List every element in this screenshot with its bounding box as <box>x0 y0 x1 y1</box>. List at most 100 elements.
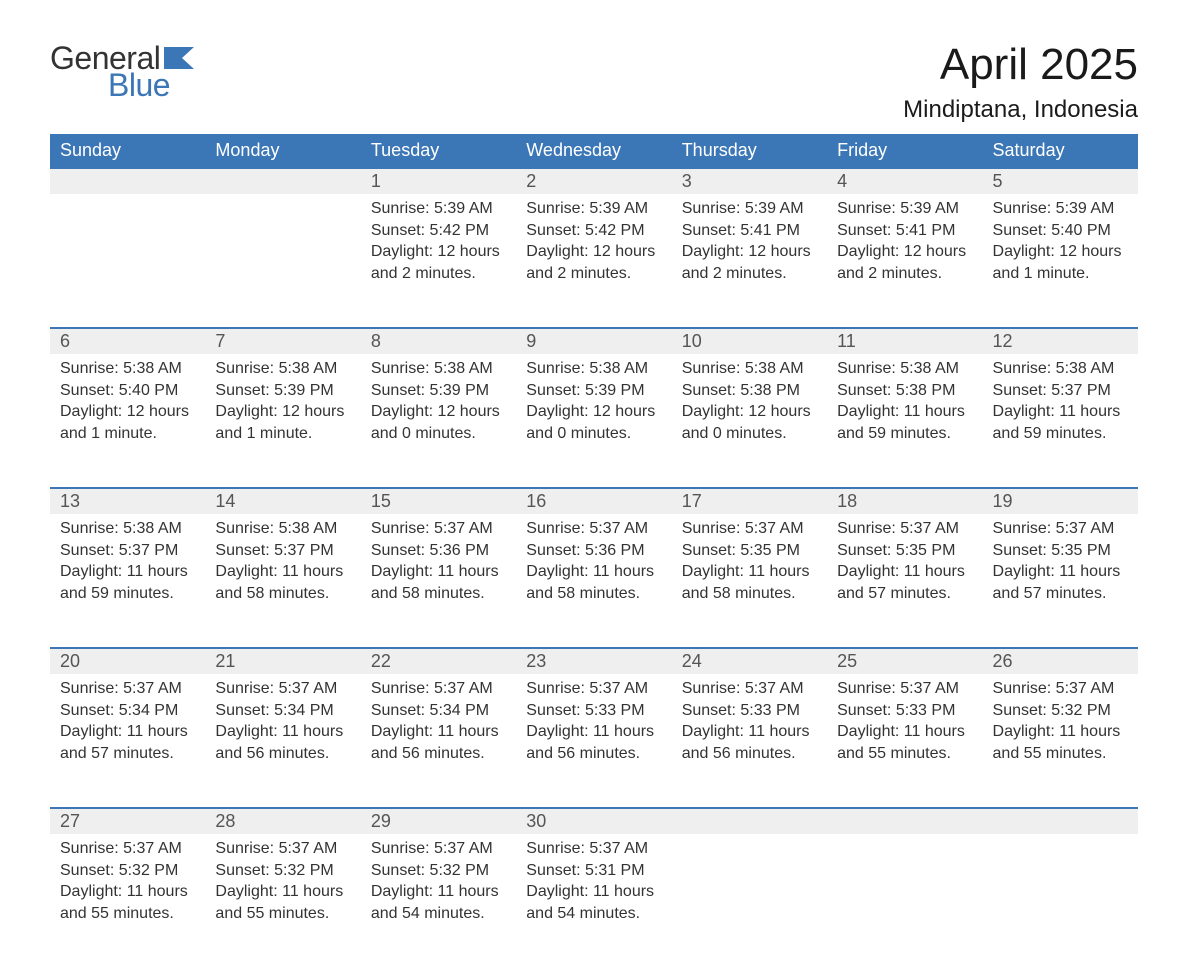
daylight-text: Daylight: 11 hours and 55 minutes. <box>837 721 972 764</box>
day-content-row: Sunrise: 5:37 AMSunset: 5:34 PMDaylight:… <box>50 674 1138 808</box>
day-content-cell: Sunrise: 5:39 AMSunset: 5:41 PMDaylight:… <box>672 194 827 328</box>
day-content-cell <box>205 194 360 328</box>
day-content-cell: Sunrise: 5:37 AMSunset: 5:34 PMDaylight:… <box>361 674 516 808</box>
sunrise-text: Sunrise: 5:38 AM <box>60 518 195 540</box>
sunrise-text: Sunrise: 5:37 AM <box>837 518 972 540</box>
sunrise-text: Sunrise: 5:38 AM <box>993 358 1128 380</box>
sunrise-text: Sunrise: 5:37 AM <box>837 678 972 700</box>
sunset-text: Sunset: 5:40 PM <box>60 380 195 402</box>
daylight-text: Daylight: 11 hours and 59 minutes. <box>60 561 195 604</box>
day-number-cell <box>205 168 360 194</box>
day-content-cell <box>672 834 827 968</box>
day-content-cell: Sunrise: 5:37 AMSunset: 5:32 PMDaylight:… <box>50 834 205 968</box>
day-content-cell: Sunrise: 5:39 AMSunset: 5:42 PMDaylight:… <box>516 194 671 328</box>
day-content-cell: Sunrise: 5:38 AMSunset: 5:39 PMDaylight:… <box>516 354 671 488</box>
day-number-cell: 13 <box>50 488 205 514</box>
day-number-cell: 16 <box>516 488 671 514</box>
day-content-cell: Sunrise: 5:39 AMSunset: 5:42 PMDaylight:… <box>361 194 516 328</box>
day-content-cell: Sunrise: 5:37 AMSunset: 5:32 PMDaylight:… <box>361 834 516 968</box>
sunrise-text: Sunrise: 5:39 AM <box>682 198 817 220</box>
sunrise-text: Sunrise: 5:37 AM <box>371 518 506 540</box>
day-number-cell: 19 <box>983 488 1138 514</box>
sunrise-text: Sunrise: 5:37 AM <box>215 678 350 700</box>
col-sunday: Sunday <box>50 134 205 168</box>
day-number-row: 12345 <box>50 168 1138 194</box>
day-content-cell <box>827 834 982 968</box>
sunrise-text: Sunrise: 5:38 AM <box>371 358 506 380</box>
day-number-cell: 25 <box>827 648 982 674</box>
day-content-cell: Sunrise: 5:37 AMSunset: 5:35 PMDaylight:… <box>983 514 1138 648</box>
day-number-row: 6789101112 <box>50 328 1138 354</box>
sunset-text: Sunset: 5:39 PM <box>526 380 661 402</box>
sunset-text: Sunset: 5:34 PM <box>371 700 506 722</box>
daylight-text: Daylight: 11 hours and 56 minutes. <box>371 721 506 764</box>
day-number-cell: 28 <box>205 808 360 834</box>
daylight-text: Daylight: 12 hours and 2 minutes. <box>371 241 506 284</box>
col-thursday: Thursday <box>672 134 827 168</box>
day-content-cell: Sunrise: 5:37 AMSunset: 5:32 PMDaylight:… <box>205 834 360 968</box>
day-number-cell: 12 <box>983 328 1138 354</box>
day-content-row: Sunrise: 5:38 AMSunset: 5:40 PMDaylight:… <box>50 354 1138 488</box>
day-number-cell: 7 <box>205 328 360 354</box>
day-number-cell: 17 <box>672 488 827 514</box>
calendar-table: Sunday Monday Tuesday Wednesday Thursday… <box>50 134 1138 968</box>
sunset-text: Sunset: 5:36 PM <box>526 540 661 562</box>
sunset-text: Sunset: 5:32 PM <box>60 860 195 882</box>
sunset-text: Sunset: 5:39 PM <box>371 380 506 402</box>
daylight-text: Daylight: 11 hours and 57 minutes. <box>993 561 1128 604</box>
day-content-cell: Sunrise: 5:38 AMSunset: 5:38 PMDaylight:… <box>672 354 827 488</box>
col-wednesday: Wednesday <box>516 134 671 168</box>
day-number-cell: 11 <box>827 328 982 354</box>
sunrise-text: Sunrise: 5:39 AM <box>993 198 1128 220</box>
sunrise-text: Sunrise: 5:37 AM <box>682 518 817 540</box>
day-number-cell: 9 <box>516 328 671 354</box>
day-number-row: 27282930 <box>50 808 1138 834</box>
day-content-cell: Sunrise: 5:37 AMSunset: 5:35 PMDaylight:… <box>827 514 982 648</box>
day-number-cell <box>50 168 205 194</box>
daylight-text: Daylight: 12 hours and 0 minutes. <box>682 401 817 444</box>
day-content-cell <box>50 194 205 328</box>
sunset-text: Sunset: 5:42 PM <box>371 220 506 242</box>
day-number-cell <box>827 808 982 834</box>
sunset-text: Sunset: 5:32 PM <box>371 860 506 882</box>
col-friday: Friday <box>827 134 982 168</box>
daylight-text: Daylight: 11 hours and 56 minutes. <box>526 721 661 764</box>
day-number-cell <box>983 808 1138 834</box>
sunrise-text: Sunrise: 5:38 AM <box>60 358 195 380</box>
day-content-cell <box>983 834 1138 968</box>
sunset-text: Sunset: 5:35 PM <box>837 540 972 562</box>
location: Mindiptana, Indonesia <box>903 96 1138 124</box>
sunrise-text: Sunrise: 5:37 AM <box>215 838 350 860</box>
day-content-cell: Sunrise: 5:37 AMSunset: 5:34 PMDaylight:… <box>205 674 360 808</box>
daylight-text: Daylight: 11 hours and 57 minutes. <box>837 561 972 604</box>
sunset-text: Sunset: 5:31 PM <box>526 860 661 882</box>
day-number-cell: 23 <box>516 648 671 674</box>
daylight-text: Daylight: 11 hours and 58 minutes. <box>682 561 817 604</box>
daylight-text: Daylight: 11 hours and 58 minutes. <box>371 561 506 604</box>
day-number-cell: 29 <box>361 808 516 834</box>
daylight-text: Daylight: 12 hours and 2 minutes. <box>682 241 817 284</box>
daylight-text: Daylight: 11 hours and 55 minutes. <box>993 721 1128 764</box>
day-content-cell: Sunrise: 5:37 AMSunset: 5:33 PMDaylight:… <box>516 674 671 808</box>
day-content-cell: Sunrise: 5:37 AMSunset: 5:31 PMDaylight:… <box>516 834 671 968</box>
sunset-text: Sunset: 5:34 PM <box>215 700 350 722</box>
sunset-text: Sunset: 5:35 PM <box>682 540 817 562</box>
sunrise-text: Sunrise: 5:39 AM <box>371 198 506 220</box>
sunset-text: Sunset: 5:41 PM <box>682 220 817 242</box>
month-title: April 2025 <box>903 40 1138 90</box>
sunset-text: Sunset: 5:42 PM <box>526 220 661 242</box>
sunrise-text: Sunrise: 5:37 AM <box>371 678 506 700</box>
day-content-cell: Sunrise: 5:39 AMSunset: 5:40 PMDaylight:… <box>983 194 1138 328</box>
day-content-cell: Sunrise: 5:38 AMSunset: 5:40 PMDaylight:… <box>50 354 205 488</box>
day-content-cell: Sunrise: 5:38 AMSunset: 5:37 PMDaylight:… <box>50 514 205 648</box>
sunrise-text: Sunrise: 5:37 AM <box>60 838 195 860</box>
sunset-text: Sunset: 5:37 PM <box>993 380 1128 402</box>
day-number-cell: 21 <box>205 648 360 674</box>
sunset-text: Sunset: 5:37 PM <box>215 540 350 562</box>
sunrise-text: Sunrise: 5:37 AM <box>526 678 661 700</box>
day-number-cell: 1 <box>361 168 516 194</box>
day-number-cell: 6 <box>50 328 205 354</box>
day-number-cell: 20 <box>50 648 205 674</box>
header: General Blue April 2025 Mindiptana, Indo… <box>50 40 1138 124</box>
sunrise-text: Sunrise: 5:37 AM <box>993 518 1128 540</box>
